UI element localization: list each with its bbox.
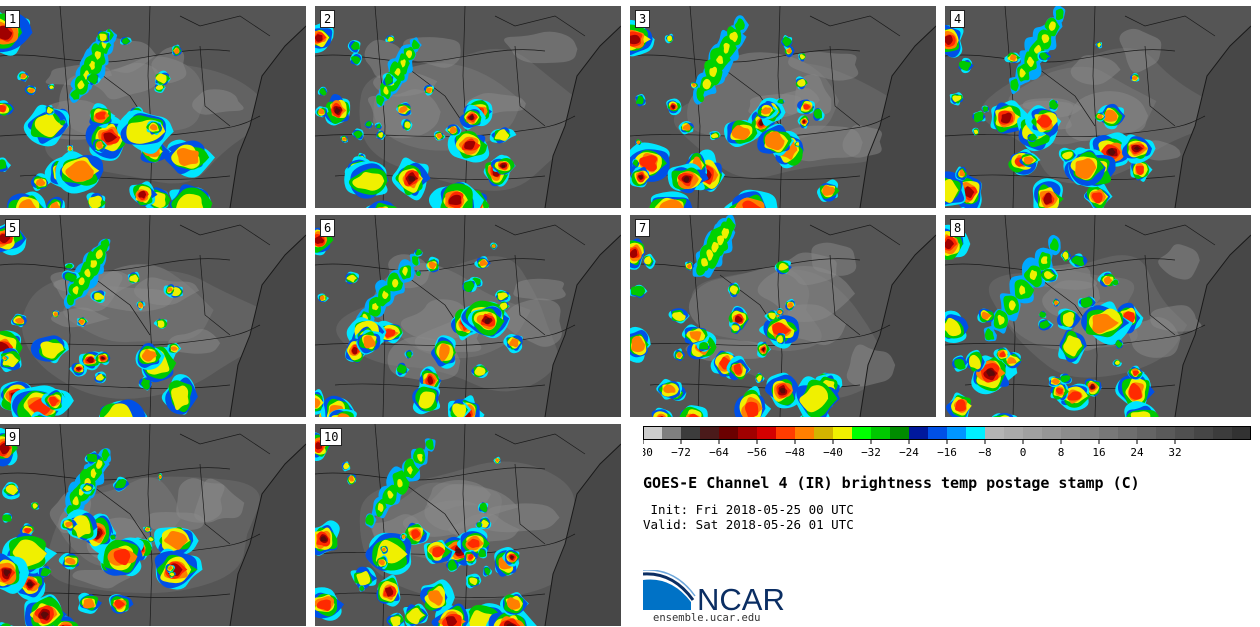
colorbar-tick-label: 8 <box>1058 446 1065 459</box>
colorbar-swatch <box>1023 426 1042 440</box>
colorbar-tick-label: −24 <box>899 446 919 459</box>
colorbar-swatch <box>985 426 1004 440</box>
postage-stamp-panel-7: 7 <box>630 215 936 417</box>
postage-stamp-panel-6: 6 <box>315 215 621 417</box>
colorbar-swatch <box>1099 426 1118 440</box>
colorbar-tick-label: 32 <box>1168 446 1181 459</box>
colorbar-swatch <box>1061 426 1080 440</box>
colorbar-tick-label: −64 <box>709 446 729 459</box>
colorbar-swatch <box>928 426 947 440</box>
colorbar-swatch <box>1080 426 1099 440</box>
satellite-map-3 <box>630 6 936 208</box>
colorbar-swatch <box>966 426 985 440</box>
postage-stamp-panel-3: 3 <box>630 6 936 208</box>
colorbar-swatch <box>643 426 662 440</box>
panel-number-label: 2 <box>320 10 336 28</box>
panel-number-label: 10 <box>320 428 343 446</box>
colorbar-tick-label: −40 <box>823 446 843 459</box>
postage-stamp-panel-10: 10 <box>315 424 621 626</box>
ncar-logo: NCAR <box>643 570 785 614</box>
colorbar-swatch <box>1213 426 1232 440</box>
postage-stamp-panel-9: 9 <box>0 424 306 626</box>
website-url: ensemble.ucar.edu <box>653 612 761 624</box>
colorbar-tick-label: 24 <box>1130 446 1144 459</box>
colorbar-swatch <box>757 426 776 440</box>
panel-number-label: 5 <box>5 219 21 237</box>
colorbar-tick-label: 16 <box>1092 446 1105 459</box>
colorbar-swatch <box>909 426 928 440</box>
colorbar-tick-label: −80 <box>643 446 653 459</box>
panel-number-label: 4 <box>950 10 966 28</box>
colorbar-swatch <box>1232 426 1251 440</box>
colorbar-swatch <box>776 426 795 440</box>
panel-number-label: 7 <box>635 219 651 237</box>
colorbar-swatch <box>1042 426 1061 440</box>
colorbar-swatch <box>662 426 681 440</box>
satellite-map-2 <box>315 6 621 208</box>
satellite-map-7 <box>630 215 936 417</box>
colorbar-swatch <box>1137 426 1156 440</box>
colorbar-tick-label: 0 <box>1020 446 1027 459</box>
figure-title: GOES-E Channel 4 (IR) brightness temp po… <box>643 474 1140 492</box>
colorbar-swatch <box>871 426 890 440</box>
valid-time: Valid: Sat 2018-05-26 01 UTC <box>643 517 854 532</box>
colorbar-tick-label: −72 <box>671 446 691 459</box>
ncar-logo-text: NCAR <box>697 582 785 614</box>
postage-stamp-panel-5: 5 <box>0 215 306 417</box>
satellite-map-1 <box>0 6 306 208</box>
satellite-map-10 <box>315 424 621 626</box>
satellite-map-5 <box>0 215 306 417</box>
colorbar-tick-label: −8 <box>978 446 991 459</box>
satellite-map-6 <box>315 215 621 417</box>
colorbar-swatch <box>814 426 833 440</box>
panel-number-label: 6 <box>320 219 336 237</box>
colorbar-tick-label: −32 <box>861 446 881 459</box>
colorbar-swatch <box>1156 426 1175 440</box>
panel-number-label: 3 <box>635 10 651 28</box>
colorbar-tick-label: −56 <box>747 446 767 459</box>
colorbar-swatch <box>719 426 738 440</box>
colorbar-swatch <box>681 426 700 440</box>
panel-number-label: 1 <box>5 10 21 28</box>
satellite-map-8 <box>945 215 1251 417</box>
panel-number-label: 8 <box>950 219 966 237</box>
colorbar-tick-label: −16 <box>937 446 957 459</box>
colorbar-swatch <box>852 426 871 440</box>
postage-stamp-panel-2: 2 <box>315 6 621 208</box>
colorbar-swatch <box>1004 426 1023 440</box>
colorbar-swatch <box>738 426 757 440</box>
postage-stamp-panel-8: 8 <box>945 215 1251 417</box>
satellite-map-9 <box>0 424 306 626</box>
colorbar-swatch <box>833 426 852 440</box>
colorbar-swatch <box>947 426 966 440</box>
postage-stamp-panel-1: 1 <box>0 6 306 208</box>
panel-number-label: 9 <box>5 428 21 446</box>
colorbar-swatch <box>1175 426 1194 440</box>
colorbar-swatches <box>643 426 1251 440</box>
colorbar-swatch <box>1194 426 1213 440</box>
satellite-map-4 <box>945 6 1251 208</box>
colorbar-swatch <box>1118 426 1137 440</box>
colorbar-tick-label: −48 <box>785 446 805 459</box>
colorbar-swatch <box>890 426 909 440</box>
colorbar-swatch <box>700 426 719 440</box>
colorbar-swatch <box>795 426 814 440</box>
init-time: Init: Fri 2018-05-25 00 UTC <box>643 502 854 517</box>
postage-stamp-panel-4: 4 <box>945 6 1251 208</box>
